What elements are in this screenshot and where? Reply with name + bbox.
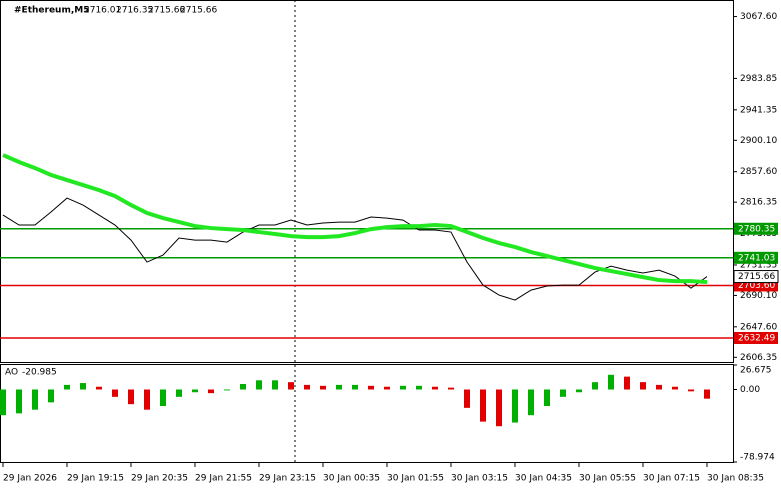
ao-bar [464,389,470,408]
y-tick-label: 0.00 [740,385,760,395]
ao-bar [320,385,326,390]
ao-bar [112,389,118,397]
x-tick-label: 29 Jan 2026 [3,474,57,484]
ao-bar [368,385,374,390]
ao-bar [240,383,246,390]
x-tick-label: 29 Jan 23:15 [259,474,316,484]
y-tick-label: 2983.85 [740,74,777,84]
y-tick-label: -78.974 [740,453,775,463]
price-line [2,197,708,301]
y-tick-label: 2647.60 [740,322,777,332]
x-tick-label: 30 Jan 04:35 [515,474,572,484]
x-tick-label: 30 Jan 00:35 [323,474,380,484]
ao-bar [656,384,662,390]
ao-bar [496,389,502,427]
ao-bar [336,384,342,390]
x-tick-label: 30 Jan 05:55 [579,474,636,484]
y-tick-label: 2690.10 [740,291,777,301]
ao-bar [80,383,86,390]
ao-bar [560,389,566,397]
ohlc-low: 2715.66 [148,6,185,16]
ao-value: -20.985 [22,368,57,378]
x-tick-label: 30 Jan 08:35 [707,474,764,484]
ohlc-high: 2716.35 [116,6,153,16]
ao-bar [16,389,22,414]
ohlc-open: 2716.01 [84,6,121,16]
ao-bar [64,384,70,390]
price-tag-label: 2715.66 [738,272,775,282]
ao-bar [416,385,422,390]
price-line [2,153,708,285]
ao-bar [608,374,614,390]
x-tick-label: 29 Jan 20:35 [131,474,188,484]
ao-bar [144,389,150,410]
x-tick-label: 30 Jan 03:15 [451,474,508,484]
price-tag [733,270,779,284]
level-tag [734,331,778,344]
ao-bar [432,386,438,390]
ao-bar [688,389,694,392]
ohlc-close: 2715.66 [180,6,217,16]
ao-bar [624,376,630,390]
y-tick-label: 2857.60 [740,167,777,177]
ao-bar [544,389,550,407]
ao-bar [640,382,646,390]
y-tick-label: 3067.60 [740,12,777,22]
y-tick-label: 2941.35 [740,105,777,115]
chart-title: #Ethereum,M5 [14,6,89,16]
y-tick-label: 26.675 [740,366,772,376]
x-tick-label: 29 Jan 21:55 [195,474,252,484]
ao-bar [48,389,54,403]
ao-bar [480,389,486,422]
ao-bar [256,380,262,390]
ao-bar [512,389,518,423]
y-tick-label: 2731.35 [740,260,777,270]
ao-bar [128,389,134,405]
ao-bar [352,384,358,390]
ao-bar [528,389,534,416]
level-label: 2780.35 [738,224,775,234]
level-label: 2632.49 [738,333,775,343]
ao-title: AO [5,368,18,378]
x-tick-label: 30 Jan 07:15 [643,474,700,484]
ao-bar [208,389,214,394]
x-tick-label: 29 Jan 19:15 [67,474,124,484]
y-tick-label: 2606.35 [740,353,777,363]
y-tick-label: 2900.10 [740,136,777,146]
ao-bar [304,384,310,390]
ao-bar [592,382,598,390]
ao-bar [576,389,582,393]
price-frame [0,0,734,363]
ao-bar [672,386,678,390]
ao-bar [448,387,454,390]
ao-bar [192,389,198,393]
ao-bar [704,389,710,399]
x-tick-label: 30 Jan 01:55 [387,474,444,484]
ao-bar [96,386,102,390]
ao-bar [400,385,406,390]
ao-bar [160,389,166,407]
ao-bar [32,389,38,410]
ao-bar [288,382,294,390]
ao-bar [176,389,182,397]
ao-bar [0,389,6,416]
level-tag [734,222,778,235]
ao-bar [272,380,278,390]
level-label: 2703.60 [738,281,775,291]
ao-bar [384,386,390,390]
y-tick-label: 2816.35 [740,198,777,208]
level-label: 2741.03 [738,253,775,263]
ao-frame [0,364,734,463]
level-tag [734,251,778,264]
ao-bar [224,389,230,391]
